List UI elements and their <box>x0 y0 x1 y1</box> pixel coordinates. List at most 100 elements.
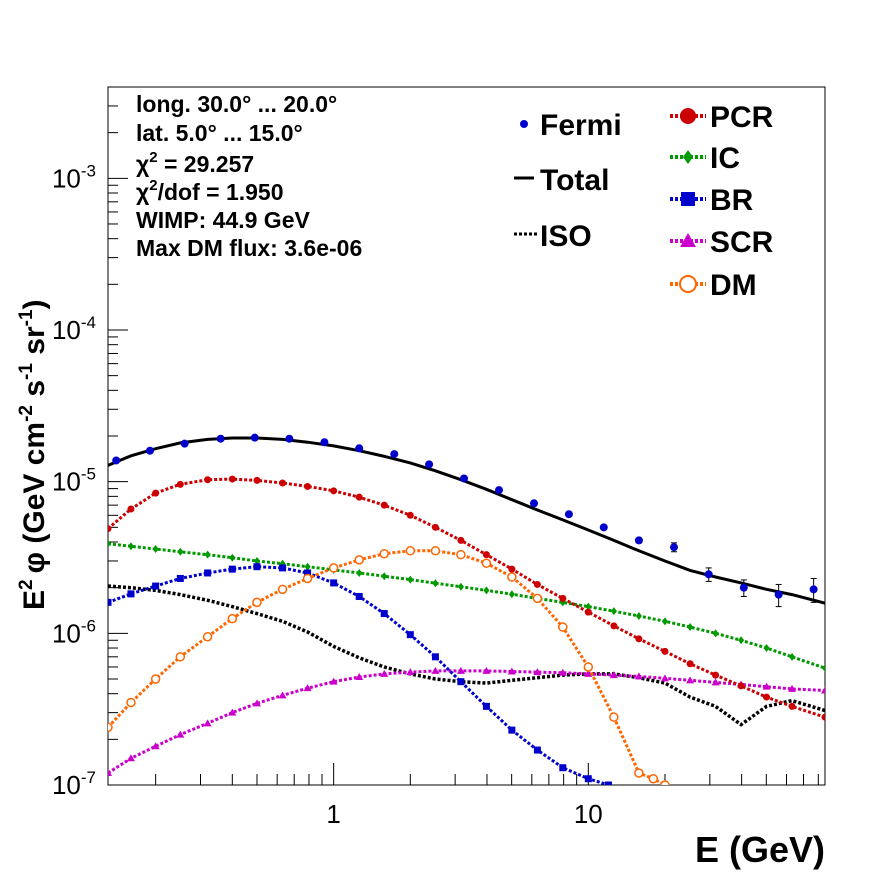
series-pcr-point <box>431 523 439 531</box>
legend-dm-label: DM <box>710 269 757 302</box>
fermi-point <box>495 486 504 495</box>
series-ic-point <box>356 568 363 577</box>
series-ic-point <box>635 612 642 621</box>
info-wimp: WIMP: 44.9 GeV <box>136 207 310 233</box>
series-dm-point <box>609 712 619 722</box>
series-scr-point <box>821 686 825 694</box>
y-tick-label: 10-4 <box>52 313 96 345</box>
legend-dm-marker <box>679 275 697 293</box>
series-ic-point <box>253 556 260 565</box>
series-dm-point <box>108 722 113 733</box>
series-br-point <box>406 631 414 639</box>
series-br-point <box>380 610 388 618</box>
series-scr-point <box>788 684 797 692</box>
series-pcr-point <box>686 660 694 668</box>
fermi-point <box>285 434 294 443</box>
series-pcr-point <box>610 622 618 630</box>
series-br-point <box>176 574 184 582</box>
series-pcr-point <box>380 501 388 509</box>
fermi-point <box>669 543 678 552</box>
series-dm-point <box>227 613 238 624</box>
series-ic-point <box>822 664 825 673</box>
series-br-point <box>152 582 160 590</box>
series-scr-point <box>380 669 389 677</box>
series-ic-point <box>738 636 745 645</box>
y-tick-label-exp: -4 <box>81 313 96 332</box>
y-axis-title: E2φ (GeV cm-2 s-1 sr-1) <box>16 299 51 610</box>
series-br-point <box>127 590 135 598</box>
x-axis-title: E (GeV) <box>695 829 825 870</box>
series-scr-point <box>686 676 695 684</box>
fermi-point <box>704 570 713 579</box>
info-chi2: χ2 = 29.257 <box>136 149 254 177</box>
series-br-point <box>228 565 236 573</box>
series-scr-point <box>355 673 364 681</box>
series-pcr-point <box>108 525 112 533</box>
series-ic-point <box>687 623 694 632</box>
series-scr-point <box>507 667 516 675</box>
fermi-point <box>250 433 259 442</box>
series-dm-point <box>456 549 466 560</box>
legend-scr-marker <box>680 233 696 247</box>
series-scr-point <box>278 691 287 699</box>
series-pcr-point <box>457 536 465 544</box>
series-scr-point <box>151 742 160 750</box>
series-br-point <box>431 653 439 661</box>
fermi-point <box>112 456 121 465</box>
series-iso-line <box>108 584 825 727</box>
legend-br-label: BR <box>710 184 754 217</box>
series-scr-point <box>456 666 465 674</box>
info-max-dm-flux: Max DM flux: 3.6e-06 <box>136 235 362 261</box>
series-pcr-point <box>482 551 490 559</box>
series-ic-point <box>508 590 515 599</box>
series-scr-point <box>431 666 440 674</box>
fermi-point <box>774 590 783 599</box>
series-ic-point <box>204 550 211 559</box>
series-dm-point <box>481 558 492 568</box>
series-dm-point <box>634 768 644 778</box>
fermi-point <box>145 446 154 455</box>
x-tick-label: 1 <box>326 799 340 829</box>
series-pcr-point <box>533 580 541 588</box>
y-tick-label-exp: -3 <box>81 161 96 180</box>
legend-total-label: Total <box>540 164 609 197</box>
fermi-point <box>530 499 539 508</box>
series-br-point <box>279 564 287 572</box>
series-scr-point <box>108 768 112 776</box>
series-pcr-point <box>635 635 643 643</box>
series-pcr-point <box>584 608 592 616</box>
y-tick-label-base: 10 <box>52 770 81 800</box>
y-tick-label-base: 10 <box>52 315 81 345</box>
fermi-point <box>599 523 608 532</box>
series-pcr-point <box>355 493 363 501</box>
legend-ic-label: IC <box>710 142 740 175</box>
fermi-point <box>355 444 364 453</box>
series-scr-point <box>762 682 771 690</box>
legend-right: PCR IC BR SCR DM <box>670 101 774 302</box>
series-pcr-point <box>127 505 135 513</box>
series-scr-point <box>584 669 593 677</box>
series-dm-point <box>354 555 364 565</box>
fermi-point <box>634 536 643 545</box>
series-dm-point <box>202 631 213 642</box>
series-scr-point <box>482 666 491 674</box>
fermi-point <box>739 583 748 592</box>
series-br-point <box>457 678 465 686</box>
series-layer <box>108 436 825 785</box>
fermi-point <box>216 434 225 443</box>
y-tick-label-exp: -5 <box>81 465 96 484</box>
series-br-point <box>204 569 212 577</box>
info-chi2-dof: χ2/dof = 1.950 <box>136 177 284 205</box>
series-pcr-point <box>763 693 771 701</box>
series-dm-point <box>126 697 136 708</box>
fermi-point <box>564 510 573 519</box>
series-dm-point <box>252 597 262 608</box>
y-tick-label-base: 10 <box>52 467 81 497</box>
series-scr-point <box>660 674 669 682</box>
y-tick-label-base: 10 <box>52 163 81 193</box>
y-tick-label: 10-6 <box>52 616 96 648</box>
series-pcr-point <box>228 475 236 483</box>
series-scr-point <box>329 677 338 685</box>
series-pcr-point <box>253 476 261 484</box>
